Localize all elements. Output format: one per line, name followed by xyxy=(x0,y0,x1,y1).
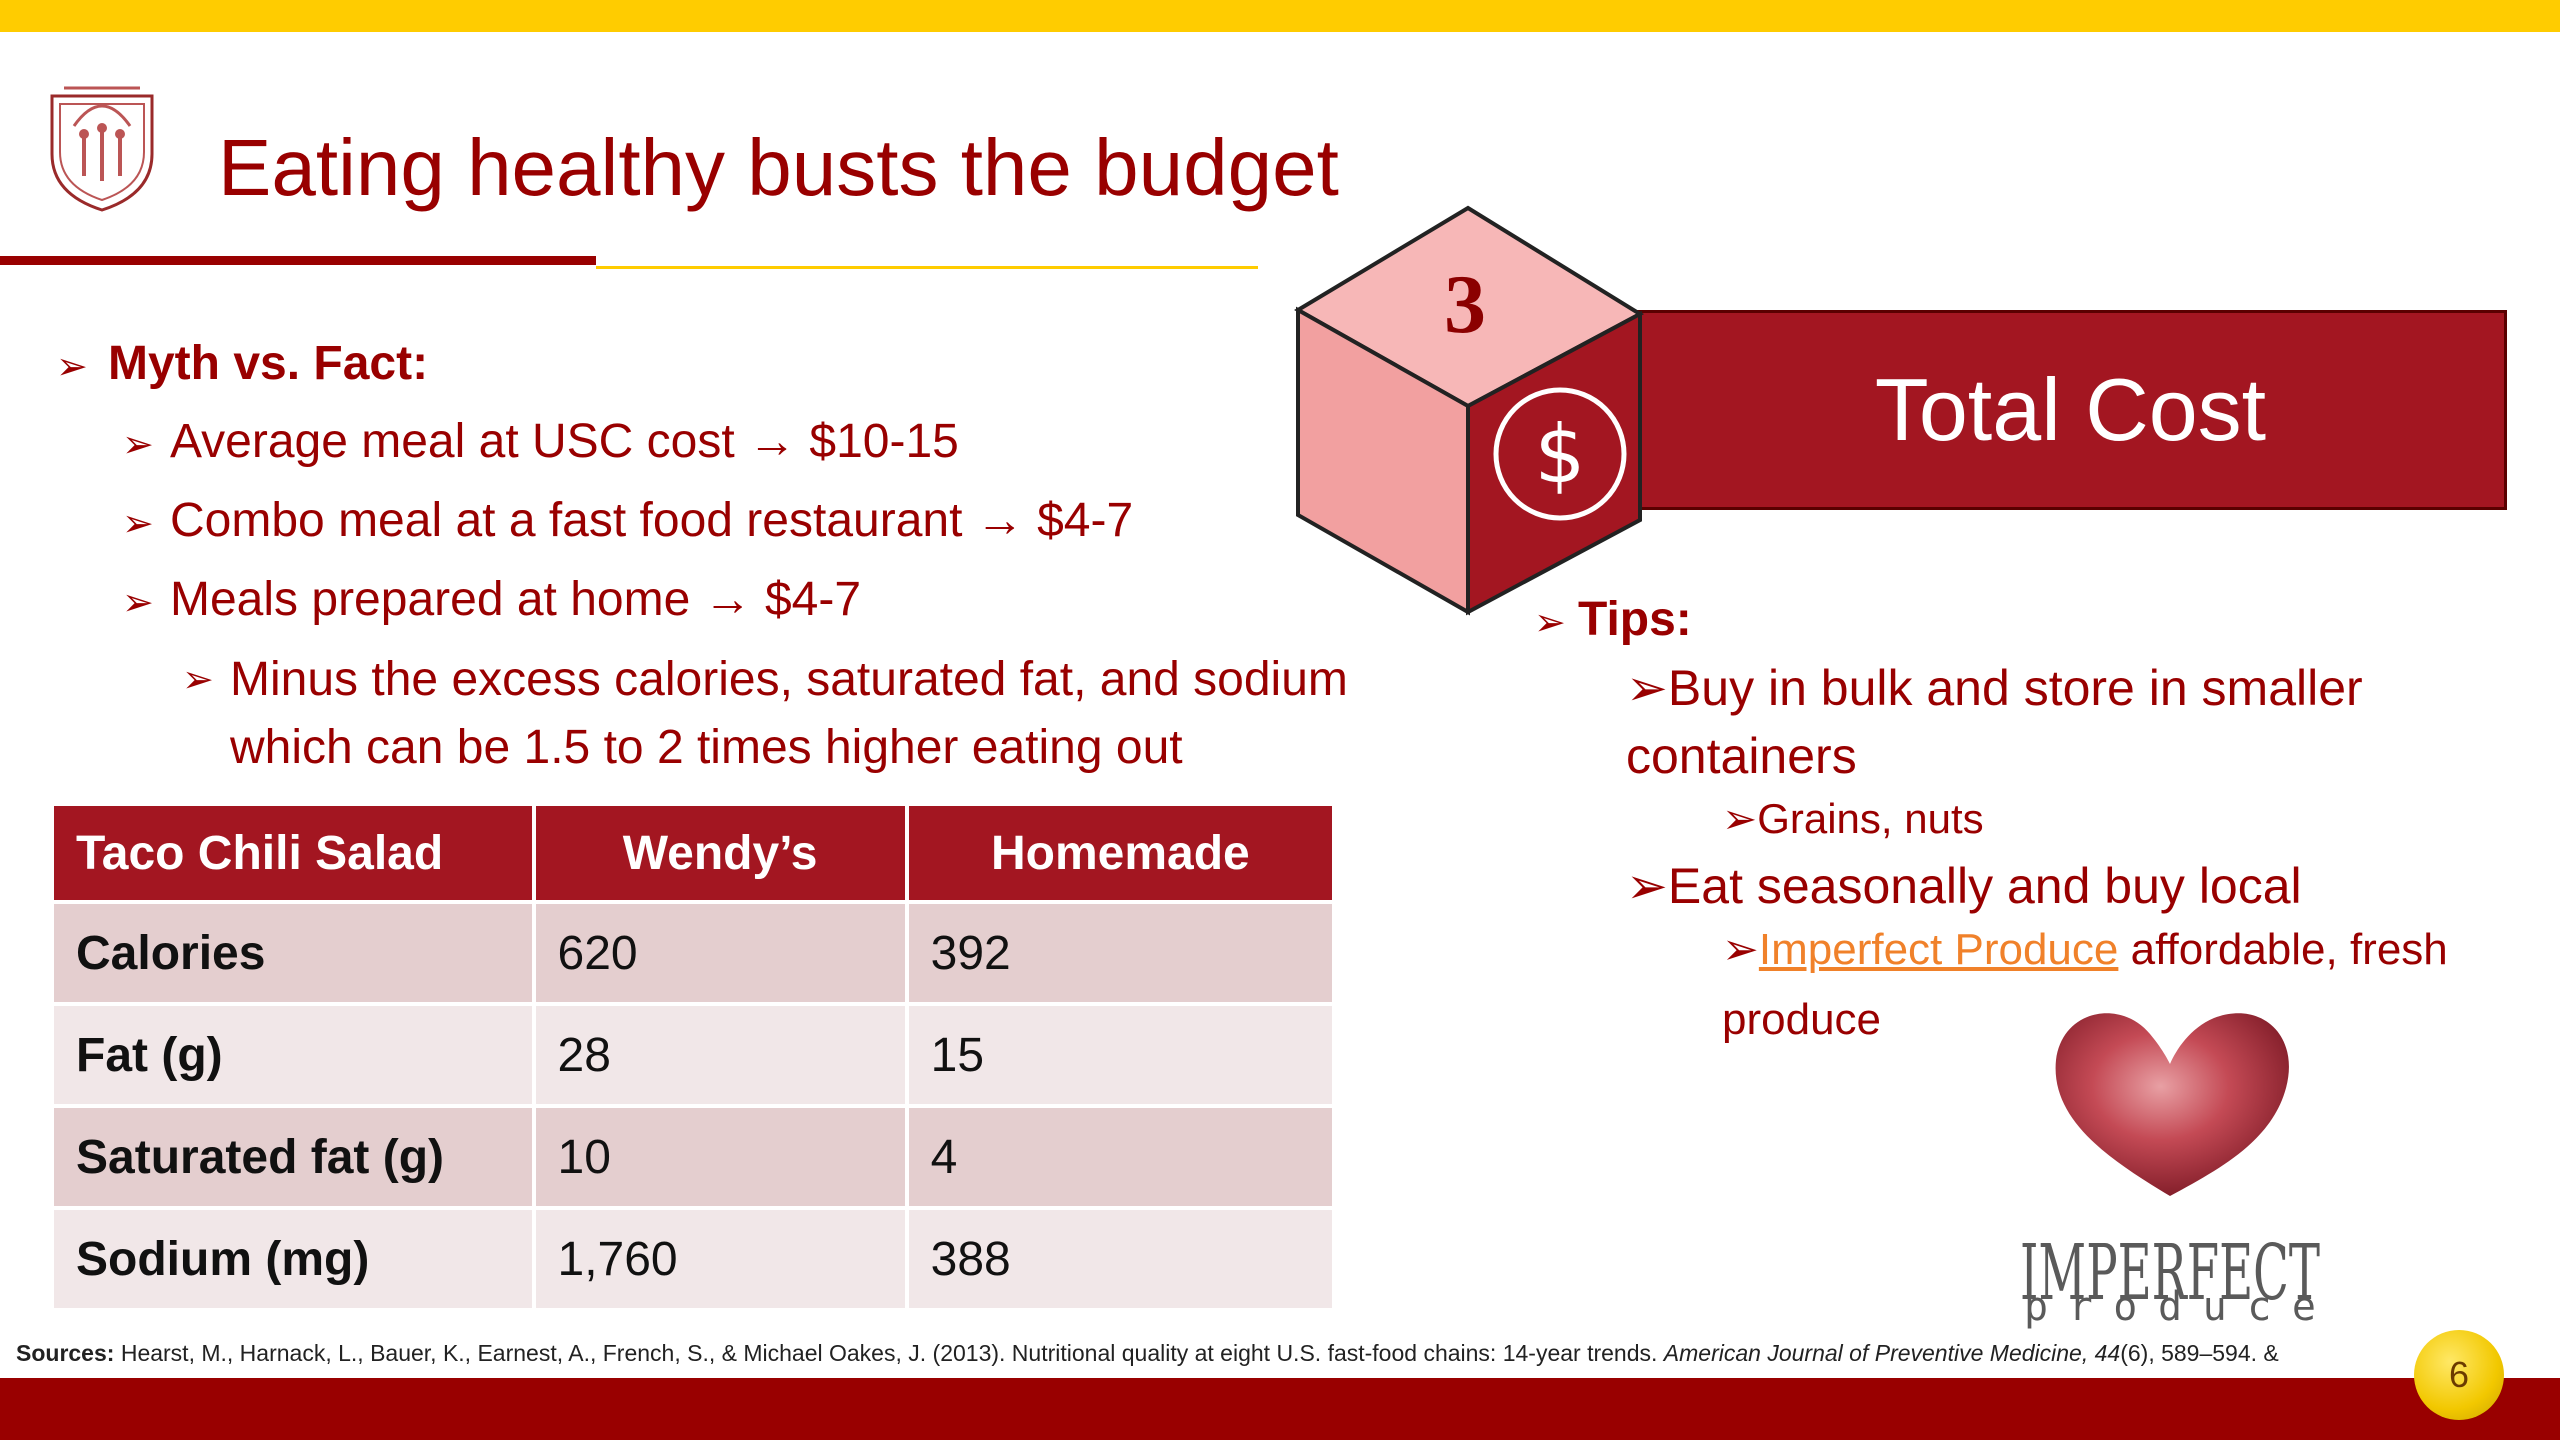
tips-item-2: ➢Eat seasonally and buy local xyxy=(1626,858,2302,914)
myth-item-1: ➢ Average meal at USC cost → $10-15 xyxy=(122,415,959,468)
logo-word-produce: produce xyxy=(2024,1284,2316,1330)
table-cell: 15 xyxy=(908,1006,1332,1104)
bullet-arrow-icon: ➢ xyxy=(122,424,154,466)
dollar-coin-icon: $ xyxy=(1493,387,1627,521)
table-cell: 1,760 xyxy=(535,1210,905,1308)
logo-word-imperfect: IMPERFECT xyxy=(2020,1229,2320,1318)
table-cell: 10 xyxy=(535,1108,905,1206)
table-header-cell: Wendy’s xyxy=(535,806,905,900)
bullet-arrow-icon: ➢ xyxy=(122,582,154,624)
table-cell: 4 xyxy=(908,1108,1332,1206)
table-cell: 28 xyxy=(535,1006,905,1104)
usc-seal-icon xyxy=(50,86,154,212)
tips-item-1: ➢Buy in bulk and store in smaller contai… xyxy=(1626,660,2363,784)
bullet-arrow-icon: ➢ xyxy=(56,346,88,388)
bullet-arrow-icon: ➢ xyxy=(1534,602,1566,644)
table-row: Fat (g) 28 15 xyxy=(54,1006,1332,1104)
myth-heading-row: ➢ Myth vs. Fact: xyxy=(56,336,428,391)
table-cell: Fat (g) xyxy=(54,1006,532,1104)
myth-item-3: ➢ Meals prepared at home → $4-7 xyxy=(122,573,862,626)
table-cell: 620 xyxy=(535,904,905,1002)
page-number-badge: 6 xyxy=(2414,1330,2504,1420)
bullet-arrow-icon: ➢ xyxy=(122,503,154,545)
top-gold-bar xyxy=(0,0,2560,32)
table-row: Sodium (mg) 1,760 388 xyxy=(54,1210,1332,1308)
title-underline-red xyxy=(0,256,596,265)
table-header-cell: Taco Chili Salad xyxy=(54,806,532,900)
heart-apple-icon xyxy=(2055,1013,2289,1196)
bullet-arrow-icon: ➢ xyxy=(1626,660,1668,716)
table-row: Calories 620 392 xyxy=(54,904,1332,1002)
imperfect-produce-link[interactable]: Imperfect Produce xyxy=(1758,925,2119,974)
bullet-arrow-icon: ➢ xyxy=(182,659,214,701)
cube-graphic: 3 $ xyxy=(1294,205,1645,616)
bullet-arrow-icon: ➢ xyxy=(1722,795,1758,842)
bottom-red-bar xyxy=(0,1378,2560,1440)
myth-heading: Myth vs. Fact: xyxy=(108,337,429,390)
table-cell: 388 xyxy=(908,1210,1332,1308)
table-cell: Calories xyxy=(54,904,532,1002)
myth-subitem: ➢ Minus the excess calories, saturated f… xyxy=(182,646,1442,782)
title-underline-gold xyxy=(596,266,1258,269)
total-cost-label: Total Cost xyxy=(1874,360,2267,459)
tips-item-2-sub: ➢Imperfect Produce affordable, fresh pro… xyxy=(1722,925,2448,1044)
table-header-row: Taco Chili Salad Wendy’s Homemade xyxy=(54,806,1332,900)
table-row: Saturated fat (g) 10 4 xyxy=(54,1108,1332,1206)
table-cell: 392 xyxy=(908,904,1332,1002)
tips-item-1-sub: ➢Grains, nuts xyxy=(1722,795,1984,842)
myth-item-2: ➢ Combo meal at a fast food restaurant → … xyxy=(122,494,1134,547)
table-cell: Sodium (mg) xyxy=(54,1210,532,1308)
bullet-arrow-icon: ➢ xyxy=(1626,858,1668,914)
nutrition-table: Taco Chili Salad Wendy’s Homemade Calori… xyxy=(50,802,1336,1312)
table-cell: Saturated fat (g) xyxy=(54,1108,532,1206)
slide-title: Eating healthy busts the budget xyxy=(218,123,1339,212)
total-cost-banner xyxy=(1634,310,2507,510)
tips-heading-row: ➢ Tips: xyxy=(1534,593,1692,646)
bullet-arrow-icon: ➢ xyxy=(1722,925,1759,974)
imperfect-produce-logo: IMPERFECT produce xyxy=(2020,1013,2320,1330)
dollar-symbol: $ xyxy=(1535,408,1586,501)
table-header-cell: Homemade xyxy=(908,806,1332,900)
cube-number: 3 xyxy=(1444,258,1486,351)
